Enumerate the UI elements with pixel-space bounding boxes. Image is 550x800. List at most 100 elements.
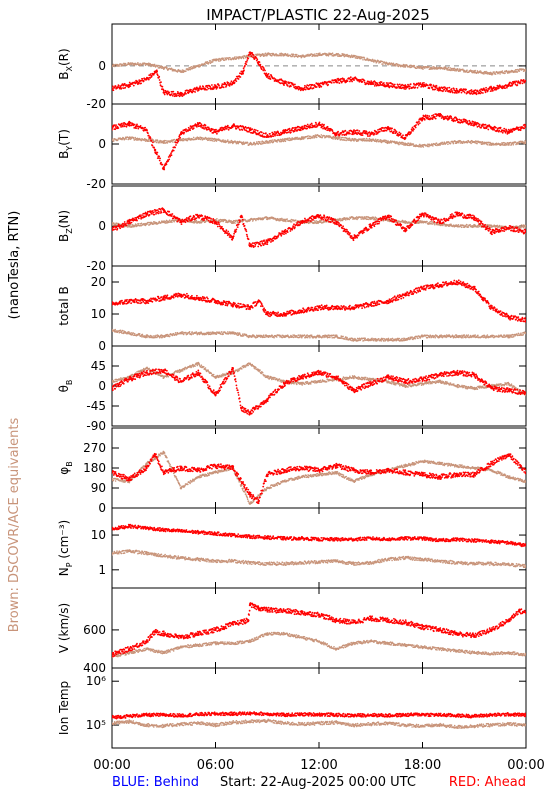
data-point (462, 121, 464, 124)
data-point (478, 125, 481, 127)
data-point (450, 115, 452, 118)
data-point (367, 83, 370, 86)
data-point (155, 141, 158, 144)
data-point (419, 82, 422, 84)
data-point (174, 146, 177, 149)
data-point (270, 135, 273, 137)
data-point (196, 125, 198, 128)
data-point (201, 87, 204, 90)
data-point (331, 130, 334, 133)
data-point (412, 130, 414, 132)
data-point (501, 131, 504, 134)
data-point (477, 90, 479, 93)
data-point (484, 123, 487, 126)
data-point (515, 80, 518, 83)
data-point (217, 60, 220, 62)
data-point (279, 82, 282, 85)
data-point (207, 87, 210, 90)
data-point (497, 127, 500, 129)
data-point (253, 142, 256, 145)
data-point (432, 223, 434, 225)
data-point (291, 139, 293, 141)
data-point (266, 134, 269, 138)
data-point (498, 224, 501, 227)
data-point (227, 139, 229, 141)
data-point (255, 219, 257, 222)
data-point (409, 142, 412, 145)
data-point (408, 142, 410, 145)
data-point (365, 131, 368, 133)
data-point (132, 84, 135, 87)
data-point (248, 142, 252, 146)
data-point (519, 81, 522, 83)
data-point (137, 127, 140, 130)
data-point (476, 125, 479, 128)
data-point (398, 143, 400, 146)
data-point (362, 216, 364, 219)
data-point (257, 143, 260, 146)
data-point (373, 61, 375, 63)
data-point (165, 222, 167, 224)
data-point (140, 222, 143, 225)
data-point (343, 134, 346, 137)
data-point (262, 132, 265, 135)
data-point (424, 67, 426, 69)
data-point (207, 126, 210, 129)
data-point (299, 126, 301, 129)
data-point (417, 122, 419, 124)
data-point (300, 55, 303, 58)
data-point (295, 219, 297, 221)
data-point (112, 85, 114, 88)
data-point (327, 53, 329, 56)
data-point (242, 72, 245, 75)
data-point (196, 86, 198, 89)
data-point (370, 80, 373, 82)
data-point (283, 84, 285, 86)
data-point (128, 124, 131, 127)
data-point (418, 120, 420, 123)
data-point (220, 127, 222, 130)
data-point (266, 53, 269, 56)
data-point (468, 119, 471, 122)
data-point (220, 86, 223, 89)
data-point (524, 224, 526, 228)
data-point (490, 126, 493, 130)
data-point (232, 80, 235, 83)
data-point (294, 83, 296, 86)
data-point (239, 129, 241, 131)
data-point (515, 69, 518, 71)
data-point (225, 83, 228, 86)
data-point (161, 65, 164, 68)
data-point (296, 136, 299, 139)
data-point (351, 80, 353, 83)
data-point (496, 129, 499, 132)
data-point (343, 137, 345, 139)
data-point (409, 83, 412, 85)
data-point (432, 145, 434, 147)
data-point (300, 136, 303, 140)
data-point (148, 62, 150, 64)
series-ahead-bz (112, 207, 526, 249)
data-point (482, 123, 485, 126)
data-point (165, 163, 168, 166)
data-point (353, 129, 355, 131)
data-point (258, 131, 261, 134)
data-point (357, 139, 360, 142)
data-point (222, 57, 224, 60)
data-point (327, 83, 329, 86)
data-point (168, 158, 171, 161)
data-point (242, 57, 245, 60)
data-point (294, 126, 297, 129)
data-point (366, 218, 369, 220)
data-point (155, 70, 158, 73)
data-point (181, 69, 184, 71)
data-point (190, 88, 192, 91)
data-point (402, 142, 405, 144)
data-point (369, 216, 372, 220)
data-point (282, 140, 285, 143)
data-point (179, 70, 183, 73)
data-point (460, 226, 463, 229)
data-point (160, 211, 163, 214)
